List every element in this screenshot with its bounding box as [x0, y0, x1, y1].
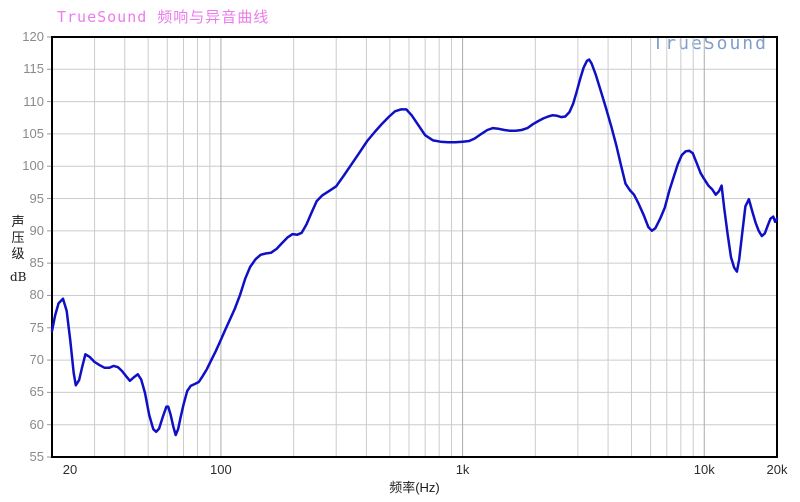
- y-tick-label: 55: [29, 449, 44, 464]
- x-tick-label: 10k: [693, 462, 715, 477]
- y-tick-label: 95: [29, 190, 44, 206]
- x-tick-label: 20k: [766, 462, 788, 477]
- y-tick-label: 110: [23, 93, 44, 109]
- y-tick-label: 80: [29, 287, 44, 303]
- y-tick-label: 100: [22, 158, 44, 174]
- y-tick-label: 105: [22, 125, 44, 141]
- x-axis-label: 频率(Hz): [389, 480, 440, 495]
- y-tick-label: 75: [29, 319, 44, 335]
- x-tick-label: 1k: [455, 462, 470, 477]
- y-tick-label: 120: [22, 29, 44, 44]
- y-axis-label-text: 声压级: [11, 214, 25, 261]
- x-tick-label: 100: [210, 462, 232, 477]
- x-tick-label: 20: [62, 462, 78, 477]
- y-axis-label: 声压级 dB: [10, 214, 27, 284]
- y-tick-label: 85: [29, 255, 44, 271]
- y-tick-label: 115: [23, 61, 44, 77]
- y-tick-label: 60: [29, 416, 44, 432]
- plot-frame: [51, 36, 778, 458]
- y-tick-label: 90: [29, 222, 44, 238]
- chart-title: TrueSound 频响与异音曲线: [57, 8, 270, 26]
- y-tick-label: 70: [29, 352, 44, 368]
- y-tick-label: 65: [29, 384, 44, 400]
- y-axis-unit-label: dB: [10, 270, 27, 284]
- response-curve: [50, 58, 779, 437]
